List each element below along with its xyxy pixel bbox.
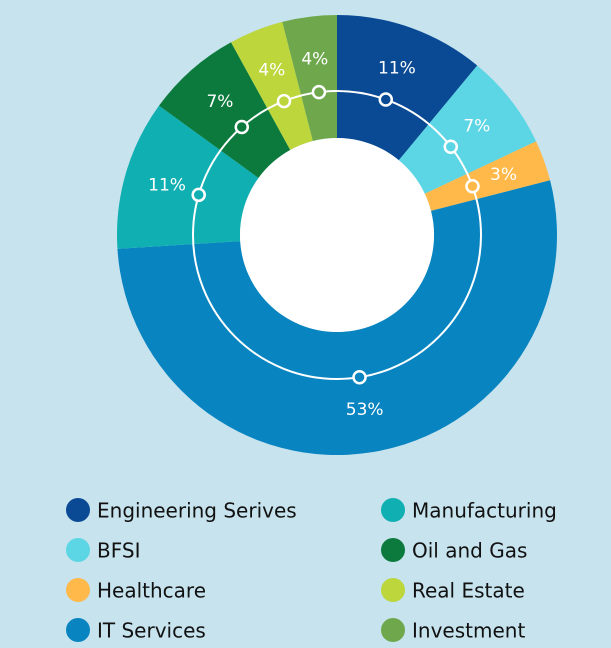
slice-marker bbox=[191, 187, 206, 203]
data-label: 11% bbox=[378, 58, 416, 78]
legend-label: Manufacturing bbox=[412, 499, 557, 523]
donut-slice bbox=[337, 15, 478, 161]
legend-label: Oil and Gas bbox=[412, 539, 527, 563]
slice-marker bbox=[276, 93, 292, 109]
legend-swatch bbox=[66, 538, 90, 562]
center-hole bbox=[240, 138, 434, 332]
data-label: 3% bbox=[490, 165, 517, 185]
slice-marker bbox=[311, 84, 327, 100]
slice-marker bbox=[465, 178, 480, 194]
legend-label: Real Estate bbox=[412, 579, 525, 603]
donut-slice bbox=[117, 180, 558, 456]
donut-slice bbox=[117, 105, 259, 249]
legend-swatch bbox=[381, 578, 405, 602]
legend-label: IT Services bbox=[97, 619, 206, 643]
slice-marker bbox=[443, 139, 459, 154]
legend-swatch bbox=[66, 578, 90, 602]
legend-swatch bbox=[381, 618, 405, 642]
donut-slice bbox=[424, 141, 551, 211]
slice-marker bbox=[378, 92, 394, 107]
legend-swatch bbox=[66, 498, 90, 522]
legend-swatch bbox=[381, 538, 405, 562]
legend-label: BFSI bbox=[97, 539, 140, 563]
donut-slice bbox=[398, 65, 537, 194]
data-label: 7% bbox=[463, 117, 490, 137]
data-label: 4% bbox=[301, 49, 328, 69]
data-label: 4% bbox=[258, 60, 285, 80]
guide-ring bbox=[192, 90, 482, 380]
slice-marker bbox=[352, 369, 367, 385]
donut-slice bbox=[231, 21, 313, 150]
data-label: 7% bbox=[206, 92, 233, 112]
legend-label: Investment bbox=[412, 619, 525, 643]
legend-label: Engineering Serives bbox=[97, 499, 297, 523]
slice-marker bbox=[234, 119, 250, 135]
donut-slice bbox=[159, 42, 291, 178]
legend-swatch bbox=[381, 498, 405, 522]
data-label: 11% bbox=[148, 176, 186, 196]
legend-swatch bbox=[66, 618, 90, 642]
donut-slice bbox=[282, 15, 337, 142]
legend-label: Healthcare bbox=[97, 579, 206, 603]
data-label: 53% bbox=[346, 400, 384, 420]
